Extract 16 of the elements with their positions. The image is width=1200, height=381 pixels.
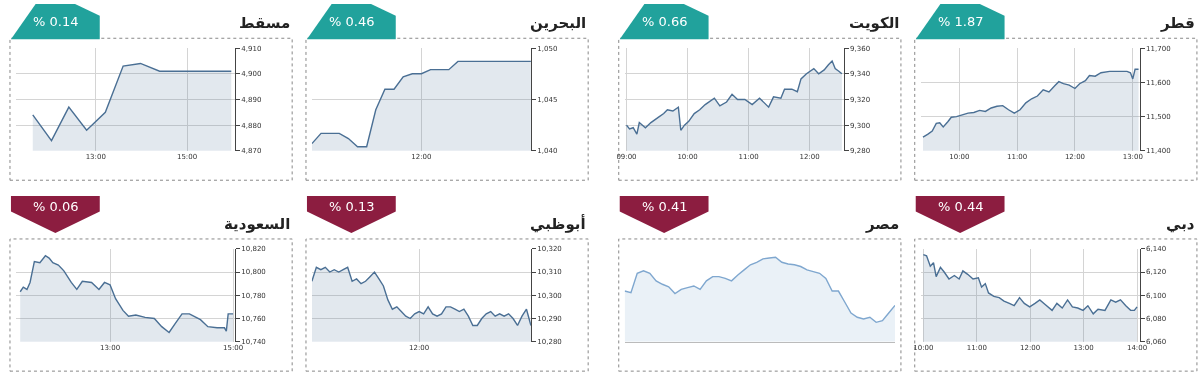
text: دبي — [1166, 215, 1195, 233]
chart-title: السعودية — [224, 215, 291, 233]
chart-title: البحرين — [530, 14, 587, 32]
chart-subtitle: % 0.14 — [33, 14, 79, 29]
chart-subtitle: % 0.44 — [938, 199, 984, 214]
chart-subtitle: % 0.06 — [33, 199, 79, 214]
chart-subtitle: % 1.87 — [938, 14, 984, 29]
chart-subtitle: % 0.66 — [642, 14, 688, 29]
chart-title: مصر — [865, 215, 900, 233]
chart-title: مسقط — [239, 14, 291, 32]
text: قطر — [1160, 14, 1195, 32]
text: الكويت — [849, 14, 900, 32]
chart-title: أبوظبي — [530, 214, 586, 233]
chart-subtitle: % 0.46 — [329, 14, 375, 29]
chart-subtitle: % 0.13 — [329, 199, 375, 214]
chart-subtitle: % 0.41 — [642, 199, 688, 214]
